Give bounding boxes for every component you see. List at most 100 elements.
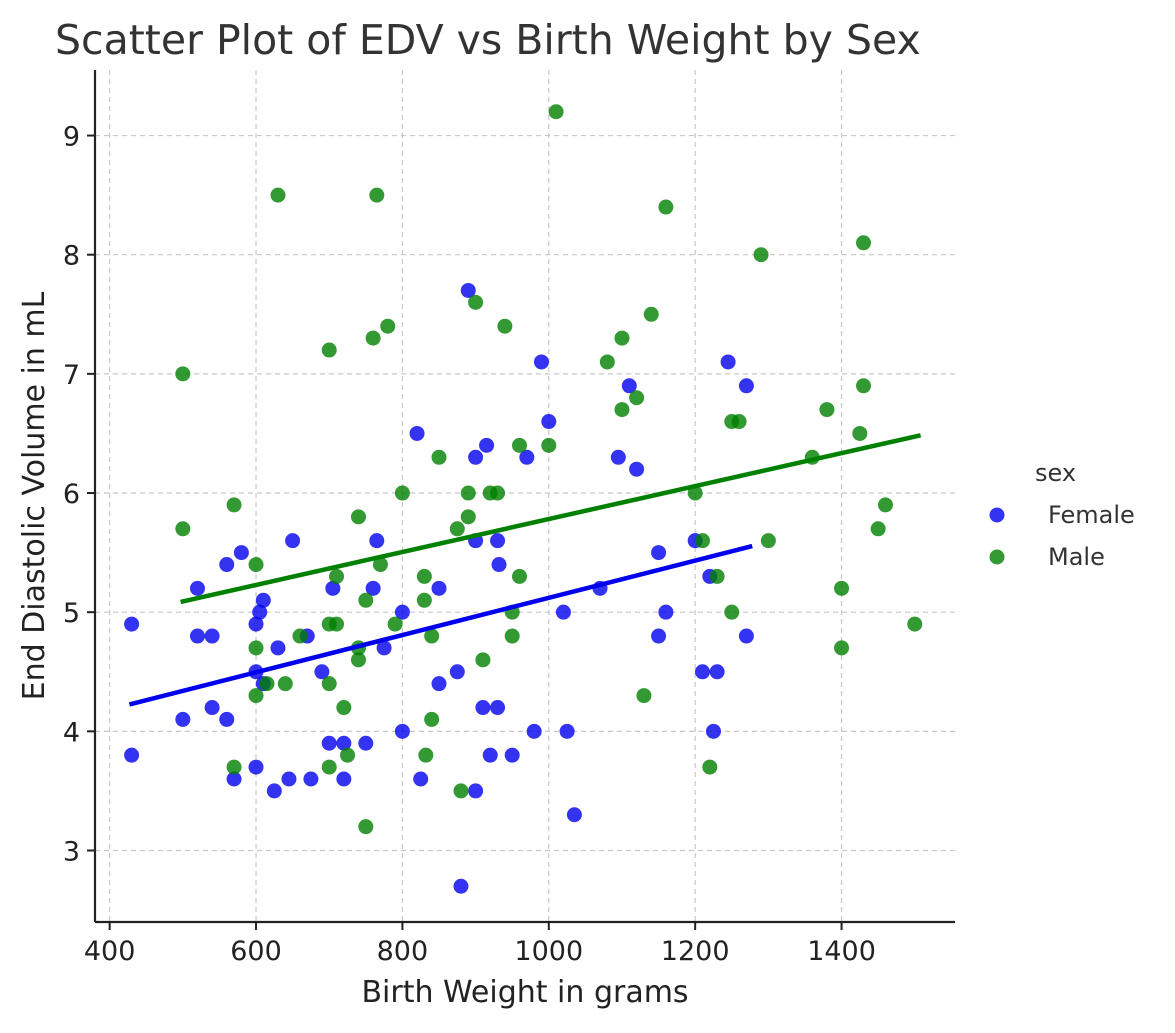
male-point [834,640,850,656]
female-point [738,378,754,394]
x-axis-label: Birth Weight in grams [361,975,688,1010]
gridlines [95,70,955,922]
male-point [453,783,469,799]
y-tick-label: 7 [63,360,80,391]
female-legend-label: Female [1048,501,1135,529]
male-legend-label: Male [1048,543,1105,571]
female-point [658,604,674,620]
female-point [204,700,220,716]
male-point [460,509,476,525]
male-point [687,485,703,501]
male-point [321,676,337,692]
female-point [248,759,264,775]
female-point [482,747,498,763]
axis-ticks: 400 600 800 1000 1200 1400 3 4 5 6 7 8 9 [63,122,876,967]
male-point [497,318,513,334]
female-point [504,747,520,763]
y-axis-label: End Diastolic Volume in mL [17,291,52,700]
male-point [753,247,769,263]
female-point [394,604,410,620]
female-point [541,414,557,430]
female-point [226,771,242,787]
male-point [248,557,264,573]
male-point [504,628,520,644]
x-tick-label: 1200 [661,936,730,967]
male-point [834,580,850,596]
female-point [431,580,447,596]
male-point [731,414,747,430]
male-point [614,330,630,346]
female-point [490,700,506,716]
male-point [856,235,872,251]
male-point [416,592,432,608]
male-point [658,199,674,215]
male-point [819,402,835,418]
male-point [614,402,630,418]
male-point [350,652,366,668]
female-point [124,747,140,763]
female-point [336,771,352,787]
male-point [512,437,528,453]
male-point [270,187,286,203]
legend-title: sex [1035,459,1076,487]
female-point [610,449,626,465]
male-point [702,759,718,775]
female-fit-line [128,543,753,707]
female-point [705,723,721,739]
male-point [358,819,374,835]
male-point [852,425,868,441]
y-tick-label: 8 [63,241,80,272]
male-point [365,330,381,346]
x-tick-label: 400 [84,936,136,967]
female-point [204,628,220,644]
female-point [651,628,667,644]
female-point [365,580,381,596]
male-point [175,521,191,537]
female-point [376,640,392,656]
male-point [340,747,356,763]
y-tick-label: 3 [63,837,80,868]
female-point [533,354,549,370]
male-point [248,688,264,704]
female-point [491,557,507,573]
data-points [124,104,923,894]
x-tick-label: 800 [377,936,429,967]
male-point [490,485,506,501]
male-point [358,592,374,608]
male-point [475,652,491,668]
female-point [555,604,571,620]
male-point [321,342,337,358]
male-point [175,366,191,382]
female-point [175,711,191,727]
male-point [416,568,432,584]
female-point [189,580,205,596]
chart-title: Scatter Plot of EDV vs Birth Weight by S… [55,16,921,64]
male-point [372,557,388,573]
male-point [468,294,484,310]
female-point [453,878,469,894]
male-point [856,378,872,394]
female-point [189,628,205,644]
male-point [248,640,264,656]
male-point [329,568,345,584]
male-fit-line [180,433,922,605]
female-point [321,735,337,751]
female-point [709,664,725,680]
y-tick-label: 6 [63,479,80,510]
male-point [431,449,447,465]
female-point [651,545,667,561]
female-point [519,449,535,465]
female-point [621,378,637,394]
axes [93,70,955,924]
y-tick-label: 5 [63,598,80,629]
male-point [541,437,557,453]
male-point [709,568,725,584]
female-point [559,723,575,739]
legend: sex Female Male [989,459,1135,571]
female-point [266,783,282,799]
female-point [479,437,495,453]
male-point [321,759,337,775]
male-point [460,485,476,501]
female-point [270,640,286,656]
